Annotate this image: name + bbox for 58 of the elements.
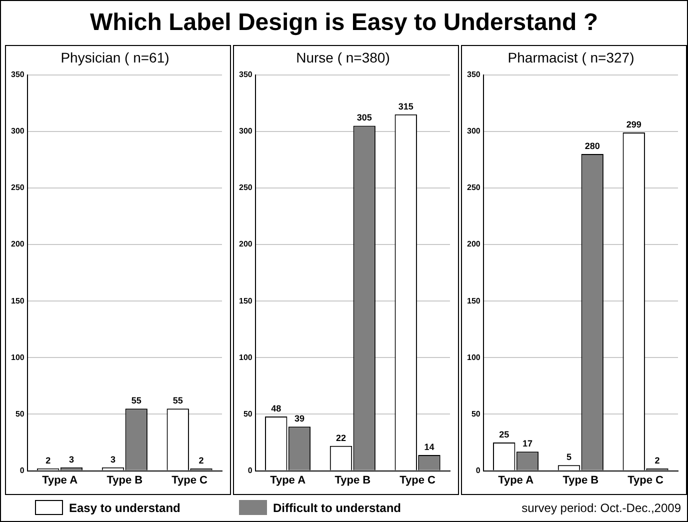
y-tick-label: 150 bbox=[238, 296, 253, 306]
y-tick-label: 200 bbox=[238, 240, 253, 249]
data-label: 2 bbox=[198, 456, 204, 466]
text: Which Label Design is Easy to Understand ? bbox=[88, 9, 600, 37]
data-label: 5 bbox=[566, 452, 572, 462]
y-tick-label: 300 bbox=[10, 126, 25, 136]
data-label: 22 bbox=[336, 432, 346, 443]
chart-subtitle: Physician ( n=61) bbox=[60, 49, 170, 66]
y-tick-label: 150 bbox=[10, 296, 25, 306]
data-label: 2 bbox=[654, 456, 660, 466]
y-tick-label: 100 bbox=[10, 352, 25, 362]
legend-label: Difficult to understand bbox=[272, 500, 401, 515]
chart-title: Pharmacist ( n=327) bbox=[508, 49, 634, 66]
data-label: 39 bbox=[294, 414, 304, 424]
data-label: 315 bbox=[398, 101, 414, 112]
y-tick-label: 300 bbox=[466, 126, 481, 136]
x-tick-label: Type C bbox=[172, 474, 208, 486]
y-tick-label: 300 bbox=[238, 126, 253, 136]
data-label: 14 bbox=[424, 442, 434, 452]
data-label: 305 bbox=[356, 112, 372, 123]
y-tick-label: 350 bbox=[466, 70, 481, 80]
y-tick-label: 200 bbox=[466, 240, 481, 249]
data-label: 55 bbox=[131, 396, 142, 406]
y-tick-label: 350 bbox=[238, 70, 253, 80]
data-label: 25 bbox=[499, 430, 510, 440]
x-tick-label: Type C bbox=[628, 474, 664, 486]
y-tick-label: 100 bbox=[466, 352, 481, 362]
y-tick-label: 250 bbox=[466, 183, 481, 192]
chart-title: Nurse ( n=380) bbox=[296, 49, 390, 66]
text: Easy to understand bbox=[68, 500, 180, 515]
data-label: 3 bbox=[68, 454, 74, 464]
data-label: 280 bbox=[584, 140, 600, 151]
y-tick-label: 0 bbox=[20, 466, 25, 476]
x-tick-label: Type B bbox=[562, 474, 599, 486]
x-tick-label: Type B bbox=[106, 474, 143, 486]
data-label: 299 bbox=[626, 119, 642, 130]
y-tick-label: 50 bbox=[471, 409, 481, 418]
x-tick-label: Type A bbox=[270, 474, 306, 486]
x-tick-label: Type A bbox=[42, 474, 78, 486]
y-tick-label: 350 bbox=[10, 70, 25, 80]
data-label: 3 bbox=[110, 454, 116, 464]
y-tick-label: 100 bbox=[238, 352, 253, 362]
x-tick-label: Type C bbox=[400, 474, 436, 486]
data-label: 48 bbox=[271, 403, 282, 414]
y-tick-label: 0 bbox=[476, 466, 481, 476]
y-tick-label: 250 bbox=[238, 183, 253, 192]
data-label: 2 bbox=[46, 456, 51, 466]
y-tick-label: 0 bbox=[248, 466, 253, 476]
data-label: 17 bbox=[522, 438, 532, 449]
y-tick-label: 50 bbox=[243, 409, 253, 418]
x-tick-label: Type A bbox=[498, 474, 534, 486]
y-tick-label: 250 bbox=[10, 183, 25, 192]
text: survey period: Oct.-Dec.,2009 bbox=[522, 501, 681, 515]
y-tick-label: 50 bbox=[15, 409, 25, 418]
y-tick-label: 200 bbox=[10, 240, 25, 249]
y-tick-label: 150 bbox=[466, 296, 481, 306]
data-label: 55 bbox=[172, 396, 183, 406]
x-tick-label: Type B bbox=[334, 474, 371, 486]
